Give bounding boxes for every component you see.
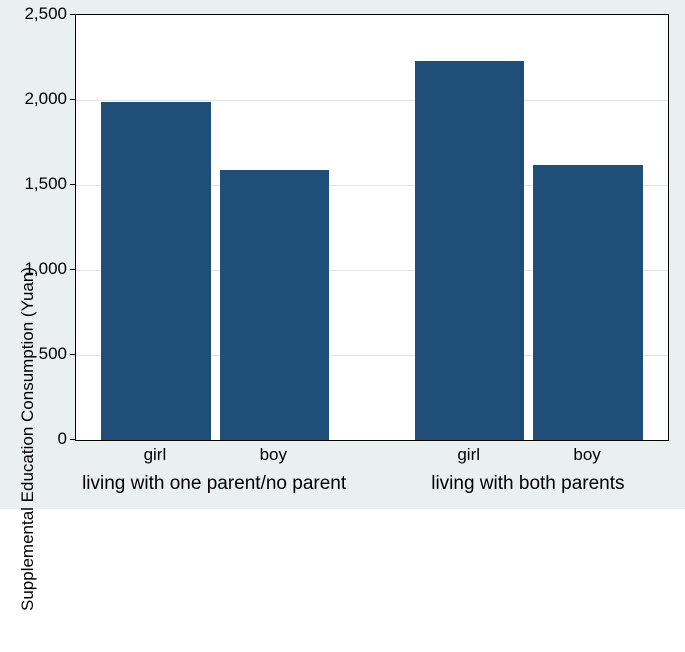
bar [101,102,211,440]
y-axis-label: Supplemental Education Consumption (Yuan… [18,227,38,652]
bar [533,165,643,440]
ytick-mark [70,184,75,185]
group-label: living with both parents [431,473,624,495]
xtick-label: boy [260,445,287,465]
ytick-label: 2,500 [0,4,67,24]
ytick-mark [70,99,75,100]
xtick-label: girl [144,445,167,465]
ytick-mark [70,439,75,440]
bar [415,61,525,440]
xtick-label: boy [573,445,600,465]
xtick-label: girl [457,445,480,465]
ytick-label: 2,000 [0,89,67,109]
ytick-mark [70,14,75,15]
group-label: living with one parent/no parent [82,473,346,495]
ytick-label: 1,500 [0,174,67,194]
plot-area [75,14,669,441]
ytick-mark [70,269,75,270]
bar [220,170,330,440]
ytick-mark [70,354,75,355]
bar-chart: 05001,0001,5002,0002,500girlboyliving wi… [0,0,685,509]
